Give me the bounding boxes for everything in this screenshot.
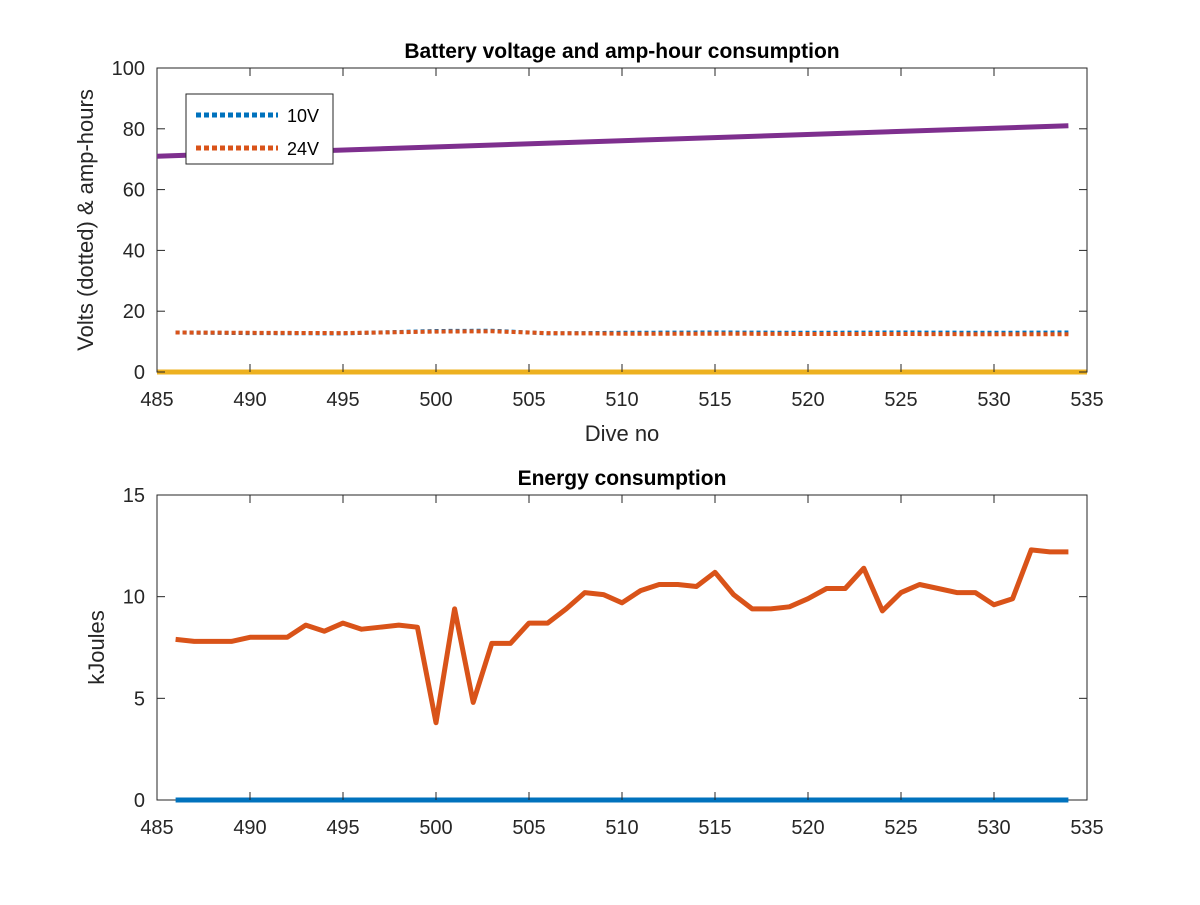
y-tick-label: 60 xyxy=(123,180,145,202)
x-tick-label: 535 xyxy=(1070,389,1103,411)
x-tick-label: 515 xyxy=(698,817,731,839)
x-tick-label: 505 xyxy=(512,389,545,411)
y-tick-label: 100 xyxy=(112,58,145,80)
x-tick-label: 515 xyxy=(698,389,731,411)
y-tick-label: 10 xyxy=(123,587,145,609)
x-tick-label: 535 xyxy=(1070,817,1103,839)
y-axis-label: Volts (dotted) & amp-hours xyxy=(73,89,98,351)
y-axis-label: kJoules xyxy=(84,610,109,685)
chart-battery-voltage: 485 490 495 500 505 510 515 520 525 530 535 0 20 40 60… xyxy=(73,40,1104,446)
legend: 10V 24V xyxy=(185,93,334,165)
x-tick-label: 510 xyxy=(605,817,638,839)
y-tick-label: 0 xyxy=(134,790,145,812)
legend-label-24v: 24V xyxy=(287,139,319,159)
x-tick-label: 490 xyxy=(233,389,266,411)
x-tick-label: 530 xyxy=(977,389,1010,411)
chart-title: Battery voltage and amp-hour consumption xyxy=(404,40,839,63)
x-tick-label: 505 xyxy=(512,817,545,839)
x-tick-label: 500 xyxy=(419,389,452,411)
y-tick-label: 80 xyxy=(123,119,145,141)
x-tick-label: 525 xyxy=(884,389,917,411)
x-tick-label: 525 xyxy=(884,817,917,839)
y-tick-label: 15 xyxy=(123,485,145,507)
y-tick-label: 20 xyxy=(123,301,145,323)
x-tick-label: 510 xyxy=(605,389,638,411)
chart-title: Energy consumption xyxy=(518,467,727,490)
x-tick-label: 495 xyxy=(326,817,359,839)
x-tick-label: 520 xyxy=(791,817,824,839)
legend-label-10v: 10V xyxy=(287,106,319,126)
series-line-series-0 xyxy=(175,547,1069,726)
x-tick-label: 495 xyxy=(326,389,359,411)
x-axis-label: Dive no xyxy=(585,421,660,446)
x-tick-label: 520 xyxy=(791,389,824,411)
x-tick-label: 485 xyxy=(140,817,173,839)
plot-area xyxy=(156,494,1088,801)
x-tick-label: 530 xyxy=(977,817,1010,839)
x-tick-label: 485 xyxy=(140,389,173,411)
y-tick-label: 0 xyxy=(134,362,145,384)
x-tick-label: 500 xyxy=(419,817,452,839)
y-tick-label: 40 xyxy=(123,240,145,262)
legend-box xyxy=(185,93,334,165)
series-line-24v xyxy=(175,329,1069,337)
y-tick-label: 5 xyxy=(134,688,145,710)
chart-energy-consumption: 485 490 495 500 505 510 515 520 525 530 535051015E… xyxy=(84,467,1104,839)
x-tick-label: 490 xyxy=(233,817,266,839)
